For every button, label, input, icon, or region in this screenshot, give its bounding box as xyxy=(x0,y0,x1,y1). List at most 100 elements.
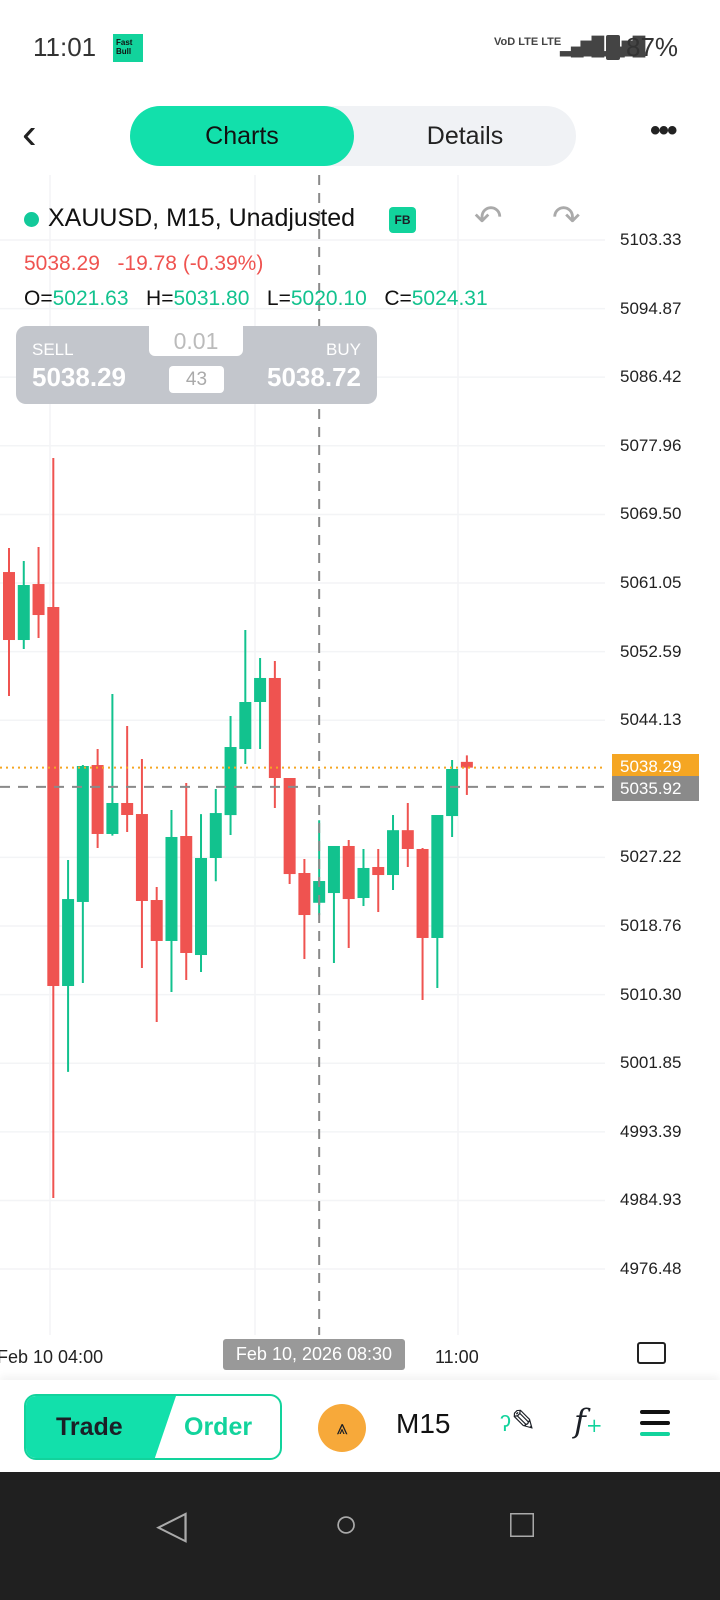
high-label: H= xyxy=(146,287,174,310)
price-tick-label: 5094.87 xyxy=(620,298,682,318)
price-tick-label: 5103.33 xyxy=(620,230,682,249)
sell-button[interactable]: 5038.29 xyxy=(32,362,126,392)
open-value: 5021.63 xyxy=(52,287,129,310)
timeframe-selector[interactable]: M15 xyxy=(396,1408,451,1439)
candle-body xyxy=(416,848,429,938)
undo-icon[interactable]: ↶ xyxy=(474,199,503,237)
candle-body xyxy=(150,900,163,941)
symbol-title: XAUUSD, M15, Unadjusted xyxy=(24,204,355,233)
candle-body xyxy=(76,765,89,902)
price-tick-label: 5010.30 xyxy=(620,984,682,1004)
open-label: O= xyxy=(24,287,53,310)
fullscreen-icon[interactable] xyxy=(637,1342,666,1364)
candlestick-chart[interactable] xyxy=(0,0,720,1380)
system-nav-bar: ◁ ○ □ xyxy=(0,1472,720,1600)
drawing-tool-icon[interactable]: ʔ✎ xyxy=(500,1405,537,1438)
candle-body xyxy=(135,814,148,901)
crosshair-price-tag: 5035.92 xyxy=(612,775,699,801)
candle-body xyxy=(91,765,104,834)
trade-button[interactable]: Trade xyxy=(26,1396,176,1458)
low-value: 5020.10 xyxy=(290,287,367,310)
candle-body xyxy=(342,845,355,900)
buy-button[interactable]: 5038.72 xyxy=(267,362,361,392)
price-change: 5038.29 -19.78 (-0.39%) xyxy=(24,252,263,276)
candle-body xyxy=(372,866,385,876)
candle-body xyxy=(17,585,30,641)
price-tick-label: 5044.13 xyxy=(620,710,682,730)
lot-size-input[interactable]: 0.01 xyxy=(149,326,243,356)
network-icon: VoD LTE LTE xyxy=(494,36,562,48)
candle-body xyxy=(239,701,252,750)
candle-body xyxy=(62,899,75,987)
candle-body xyxy=(254,677,267,702)
trade-order-switch: Trade Order xyxy=(24,1394,282,1460)
time-label: Feb 10 04:00 xyxy=(0,1347,104,1367)
time-label: 11:00 xyxy=(435,1347,479,1367)
candle-body xyxy=(121,802,134,815)
candle-body xyxy=(32,584,45,616)
price-tick-label: 5052.59 xyxy=(620,641,682,661)
clock: 11:01 xyxy=(33,32,97,62)
low-label: L= xyxy=(266,287,291,310)
status-bar: 11:01 Fast Bull VoD LTE LTE ▂▄▆█▂▄▆█ 87% xyxy=(0,0,720,95)
change-value: -19.78 (-0.39%) xyxy=(117,252,264,275)
last-price: 5038.29 xyxy=(24,252,100,275)
price-tick-label: 4976.48 xyxy=(620,1259,682,1279)
candle-body xyxy=(209,813,222,858)
price-tick-label: 5077.96 xyxy=(620,435,682,455)
candle-body xyxy=(224,747,237,816)
close-value: 5024.31 xyxy=(411,287,488,310)
ohlc-readout: O=5021.63 H=5031.80 L=5020.10 C=5024.31 xyxy=(24,287,488,311)
candle-body xyxy=(195,857,208,956)
view-tabs: Charts Details xyxy=(130,106,576,166)
candle-body xyxy=(357,867,370,898)
price-tick-label: 5001.85 xyxy=(620,1053,682,1073)
candle-body xyxy=(431,814,444,938)
tab-charts[interactable]: Charts xyxy=(130,106,354,166)
back-icon[interactable]: ‹ xyxy=(22,109,37,158)
buy-label[interactable]: BUY xyxy=(326,340,361,359)
sell-label[interactable]: SELL xyxy=(32,340,74,359)
price-tick-label: 4984.93 xyxy=(620,1190,682,1210)
redo-icon[interactable]: ↷ xyxy=(552,199,581,237)
nav-recent-icon[interactable]: □ xyxy=(510,1502,535,1546)
battery-percent: 87% xyxy=(626,32,679,62)
spread-value: 43 xyxy=(169,366,224,393)
candle-body xyxy=(165,836,178,941)
nav-back-icon[interactable]: ◁ xyxy=(156,1503,187,1547)
bottom-toolbar: Trade Order ⩓ M15 ʔ✎ f+ xyxy=(0,1380,720,1472)
quick-trade-panel: SELL 5038.29 BUY 5038.72 0.01 43 xyxy=(16,326,377,404)
candle-body xyxy=(313,881,326,903)
candle-body xyxy=(327,845,340,894)
candle-body xyxy=(47,606,60,987)
price-tick-label: 5018.76 xyxy=(620,916,682,936)
indicator-icon[interactable]: f+ xyxy=(574,1402,603,1440)
candle-body xyxy=(106,802,119,834)
crosshair-date-tag: Feb 10, 2026 08:30 xyxy=(223,1339,405,1370)
candle-body xyxy=(446,769,459,817)
menu-icon[interactable] xyxy=(640,1410,670,1443)
price-tick-label: 5027.22 xyxy=(620,847,682,867)
symbol-label: XAUUSD, M15, Unadjusted xyxy=(48,204,356,232)
candle-body xyxy=(298,873,311,916)
candle-body xyxy=(401,830,414,849)
candle-body xyxy=(180,836,193,953)
price-tick-label: 5086.42 xyxy=(620,367,682,387)
time-axis: Feb 10 04:00 11:00 xyxy=(0,1343,720,1373)
price-tick-label: 4993.39 xyxy=(620,1121,682,1141)
battery-icon xyxy=(606,35,620,60)
price-tick-label: 5061.05 xyxy=(620,572,682,592)
signal-icon: ▂▄▆█▂▄▆█ xyxy=(560,36,645,56)
candle-body xyxy=(283,778,296,875)
fb-badge: FB xyxy=(389,207,416,233)
candle-body xyxy=(268,677,281,779)
candle-body xyxy=(387,830,400,876)
more-icon[interactable]: ••• xyxy=(650,114,677,147)
order-button[interactable]: Order xyxy=(184,1413,253,1441)
fastbull-notification-icon: Fast Bull xyxy=(113,34,143,62)
nav-home-icon[interactable]: ○ xyxy=(334,1502,359,1546)
current-price-tag: 5038.29 xyxy=(612,753,699,779)
gold-symbol-icon[interactable]: ⩓ xyxy=(318,1404,366,1452)
tab-details[interactable]: Details xyxy=(426,122,504,150)
high-value: 5031.80 xyxy=(173,287,250,310)
